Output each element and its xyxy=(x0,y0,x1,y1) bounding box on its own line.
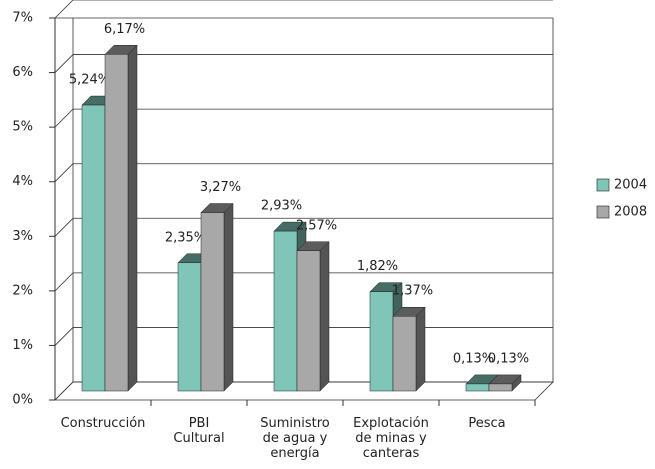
legend-label: 2008 xyxy=(614,205,647,220)
legend-label: 2004 xyxy=(614,178,647,193)
diag-line xyxy=(54,163,74,182)
bar xyxy=(392,315,417,392)
bar-side xyxy=(415,306,426,392)
value-label: 0,13% xyxy=(488,351,529,366)
legend-swatch xyxy=(596,205,610,219)
diag-line xyxy=(54,381,74,401)
y-tick-label: 1% xyxy=(12,338,33,353)
bar xyxy=(81,104,106,392)
x-tick-line: Suministro xyxy=(260,416,330,431)
x-tick-line: Cultural xyxy=(173,431,224,446)
value-label: 1,82% xyxy=(357,259,398,274)
bar xyxy=(369,291,394,392)
bar xyxy=(296,250,321,392)
x-tick-label: Explotación de minas y canteras xyxy=(353,416,429,461)
value-label: 6,17% xyxy=(104,22,145,37)
y-tick-label: 4% xyxy=(12,174,33,189)
diag-line xyxy=(54,108,74,128)
bar xyxy=(273,230,298,392)
diag-line xyxy=(54,54,74,73)
x-tick-line: de minas y xyxy=(355,431,427,446)
y-tick-label: 7% xyxy=(12,11,33,26)
value-label: 2,93% xyxy=(261,199,302,214)
legend-swatch xyxy=(596,178,610,192)
x-tick-line: Pesca xyxy=(468,416,505,431)
x-tick-line: de agua y xyxy=(263,431,328,446)
diag-line xyxy=(54,272,74,292)
diag-line xyxy=(54,327,74,346)
x-tick-label: Pesca xyxy=(468,416,505,431)
y-tick-label: 0% xyxy=(12,393,33,408)
x-tick-line: PBI xyxy=(189,416,210,431)
bar xyxy=(200,212,225,392)
bar xyxy=(177,262,202,392)
value-label: 1,37% xyxy=(392,284,433,299)
bar xyxy=(104,54,129,392)
x-tick-label: PBI Cultural xyxy=(173,416,224,446)
bar-side xyxy=(319,241,330,392)
x-tick-line: Explotación xyxy=(353,416,429,431)
value-label: 2,57% xyxy=(296,218,337,233)
x-tick-label: Suministro de agua y energía xyxy=(260,416,330,461)
diag-line xyxy=(54,0,74,19)
value-label: 5,24% xyxy=(69,73,110,88)
x-tick-line: Construcción xyxy=(61,416,146,431)
diag-line xyxy=(54,218,74,237)
y-tick-label: 2% xyxy=(12,283,33,298)
bar xyxy=(465,383,490,392)
value-label: 2,35% xyxy=(165,230,206,245)
bar-side xyxy=(223,202,234,392)
x-tick-label: Construcción xyxy=(61,416,146,431)
y-tick-label: 3% xyxy=(12,229,33,244)
y-tick-label: 5% xyxy=(12,120,33,135)
value-label: 3,27% xyxy=(200,180,241,195)
x-tick-line: energía xyxy=(270,446,319,461)
bar xyxy=(488,383,513,392)
x-tick-line: canteras xyxy=(363,446,420,461)
value-label: 0,13% xyxy=(453,351,494,366)
y-tick-label: 6% xyxy=(12,65,33,80)
bar-side xyxy=(127,44,138,392)
